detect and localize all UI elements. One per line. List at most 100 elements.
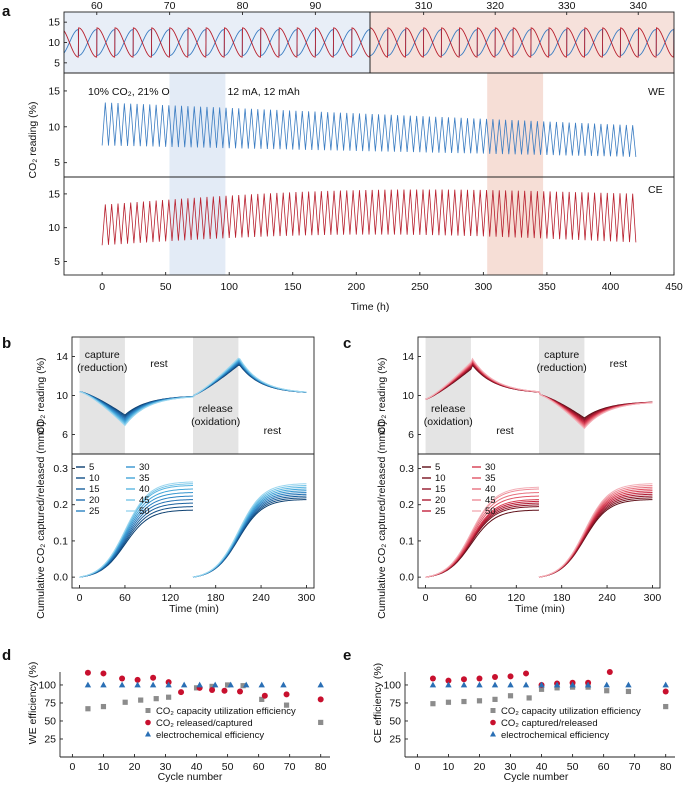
panel-b-cumulative-release-cycle-15 — [192, 495, 307, 578]
panel-d-point-triangle — [196, 681, 203, 688]
panel-c-phase-shade — [539, 337, 585, 454]
panel-e-point-square — [507, 693, 514, 699]
panel-e-y-tick-label: 50 — [389, 715, 401, 727]
a-inset-right-tick-label: 330 — [558, 0, 576, 12]
panel-e-point-triangle — [603, 681, 610, 688]
panel-c-phase-label: rest — [610, 358, 628, 370]
panel-b-legend-label: 30 — [139, 462, 150, 473]
panel-c-cumulative-release-cycle-20 — [538, 493, 653, 578]
panel-d-point-square — [193, 685, 200, 691]
panel-d-point-square — [100, 703, 107, 710]
panel-d-point-square — [85, 706, 91, 712]
panel-e-point-triangle — [569, 681, 576, 688]
panel-b-bottom-y-tick-label: 0.2 — [53, 499, 68, 511]
panel-e-point-square — [430, 701, 436, 707]
panel-d-point-circle — [237, 688, 243, 695]
panel-c-phase-label: (reduction) — [537, 362, 587, 374]
panel-e-legend-triangle — [490, 731, 496, 737]
panel-b-top-y-tick-label: 10 — [56, 390, 68, 402]
panel-a-x-tick-label: 50 — [160, 281, 172, 293]
panel-d-point-circle — [150, 674, 157, 681]
panel-b-phase-label: capture — [85, 349, 120, 361]
panel-b-phase-label: rest — [150, 358, 168, 370]
panel-a-we-y-tick-label: 15 — [48, 85, 60, 97]
a-inset-left-tick-label: 80 — [237, 0, 249, 12]
panel-d-point-square — [283, 702, 290, 708]
panel-c-x-tick-label: 0 — [423, 592, 429, 604]
panel-b-top-y-tick-label: 14 — [56, 351, 68, 363]
panel-c-legend-label: 45 — [485, 495, 496, 506]
a-inset-right-tick-label: 320 — [486, 0, 504, 12]
panel-c-cumulative-release-cycle-35 — [538, 488, 653, 578]
panel-c-top-y-tick-label: 10 — [402, 390, 414, 402]
panel-d-point-square — [240, 683, 246, 689]
panel-b-cumulative-capture-cycle-5 — [79, 509, 194, 578]
panel-a-ce-y-tick-label: 5 — [54, 256, 60, 268]
panel-e-point-circle — [523, 670, 530, 677]
panel-b-bottom-ylabel: Cumulative CO₂ captured/released (mmol) — [35, 421, 47, 619]
panel-e-point-square — [663, 703, 669, 710]
panel-d-xlabel: Cycle number — [158, 771, 223, 783]
panel-d-point-triangle — [118, 681, 126, 688]
panel-e-y-tick-label: 25 — [389, 733, 401, 745]
panel-c-legend-label: 50 — [485, 506, 496, 517]
panel-d-point-circle — [221, 687, 228, 694]
panel-e-legend-label: CO₂ captured/released — [501, 718, 598, 729]
panel-d-point-triangle — [149, 681, 157, 688]
panel-b-bottom-y-tick-label: 0.3 — [53, 463, 68, 475]
panel-d-point-circle — [283, 691, 290, 698]
panel-d-x-tick-label: 0 — [69, 761, 75, 773]
panel-b-phase-label: release — [198, 403, 233, 415]
panel-b-top-y-tick-label: 6 — [62, 429, 68, 441]
panel-c-legend-label: 10 — [435, 473, 446, 484]
panel-e-point-triangle — [445, 681, 452, 688]
panel-c-top-y-tick-label: 6 — [408, 429, 414, 441]
panel-b-phase-label: (reduction) — [77, 362, 127, 374]
panel-b-top-ylabel: CO₂ reading (%) — [35, 357, 47, 434]
panel-e-x-tick-label: 30 — [505, 761, 517, 773]
panel-a-x-tick-label: 200 — [348, 281, 366, 293]
a-inset-left-ce-trace — [63, 27, 371, 58]
panel-d-x-tick-label: 50 — [222, 761, 234, 773]
panel-c-legend-label: 40 — [485, 484, 496, 495]
panel-d-legend-circle — [145, 719, 151, 726]
panel-d-y-tick-label: 50 — [44, 715, 56, 727]
panel-d-x-tick-label: 10 — [98, 761, 110, 773]
a-inset-left-tick-label: 70 — [164, 0, 176, 12]
panel-d-point-triangle — [227, 681, 234, 688]
panel-c-profile-cycle-50 — [425, 357, 653, 430]
panel-d-point-square — [138, 697, 144, 703]
panel-d-x-tick-label: 80 — [315, 761, 327, 773]
panel-e-point-triangle — [662, 681, 669, 688]
panel-c-cumulative-capture-cycle-5 — [425, 509, 540, 578]
panel-b-x-tick-label: 0 — [77, 592, 83, 604]
panel-d-point-circle — [134, 676, 141, 683]
panel-e-point-circle — [507, 673, 514, 680]
a-inset-left-y-tick-label: 15 — [48, 17, 60, 29]
panel-e-legend-circle — [490, 719, 496, 726]
panel-a-ce-y-tick-label: 15 — [48, 188, 60, 200]
panel-b-bottom-y-tick-label: 0.0 — [53, 572, 68, 584]
panel-a-we-label: WE — [648, 86, 665, 98]
a-inset-left-y-tick-label: 10 — [48, 37, 60, 49]
panel-a-x-tick-label: 350 — [538, 281, 556, 293]
panel-b-x-tick-label: 60 — [119, 592, 131, 604]
panel-a-ylabel: CO₂ reading (%) — [27, 101, 39, 178]
panel-d-x-tick-label: 40 — [191, 761, 203, 773]
panel-a-x-tick-label: 300 — [475, 281, 493, 293]
panel-a-we-y-tick-label: 10 — [48, 121, 60, 133]
panel-c-bottom-y-tick-label: 0.2 — [399, 499, 414, 511]
panel-label-b: b — [2, 335, 11, 352]
panel-a-x-tick-label: 400 — [602, 281, 620, 293]
panel-e-point-triangle — [460, 681, 468, 688]
panel-c-cumulative-release-cycle-25 — [538, 492, 653, 578]
panel-d-point-circle — [209, 687, 216, 694]
panel-c-cumulative-capture-cycle-50 — [425, 486, 540, 578]
panel-a-x-tick-label: 150 — [284, 281, 302, 293]
panel-d-point-circle — [84, 669, 91, 676]
panel-d-point-triangle — [165, 681, 172, 688]
panel-d-point-square — [209, 683, 215, 690]
panel-d-point-square — [318, 719, 324, 726]
panel-e-point-square — [526, 695, 532, 701]
